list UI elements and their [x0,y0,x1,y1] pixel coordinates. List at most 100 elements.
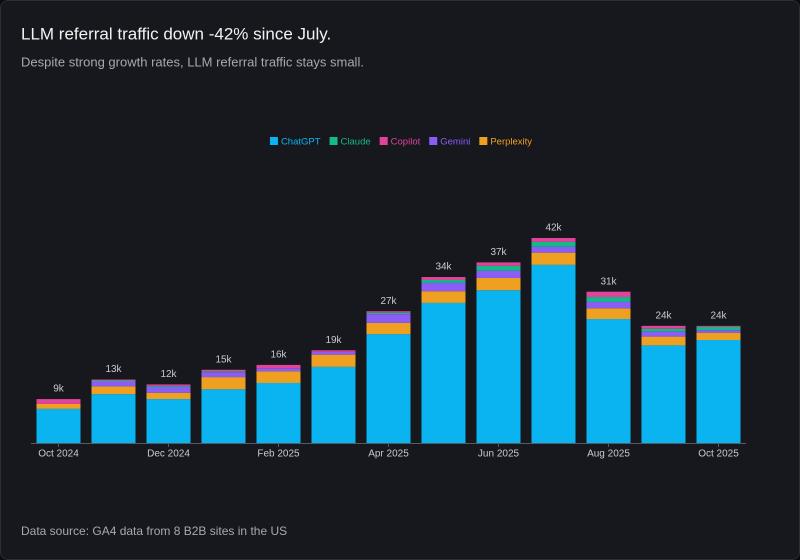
bar-segment [696,332,741,341]
total-label: 24k [655,310,672,321]
x-tick-label: Dec 2024 [147,449,190,460]
bar-segment [421,291,466,303]
bar-segment [641,336,686,346]
bar-segment [201,372,246,378]
bar-segment [421,277,466,280]
bar-segment [201,389,246,443]
total-label: 9k [53,384,65,395]
legend: ChatGPT Claude Copilot Gemini Perplexity [269,137,532,148]
bar-segment [311,350,356,352]
bar-segment [256,364,301,369]
bar-segment [586,308,631,320]
bar-segment [421,302,466,443]
bar-segment [146,399,191,443]
legend-item: Gemini [429,137,470,148]
total-label: 27k [380,296,397,307]
x-tick-label: Oct 2025 [698,449,739,460]
legend-swatch [329,137,338,145]
bar-segment [531,241,576,247]
bar-segment [366,312,411,315]
legend-swatch [379,137,388,145]
bar-segment [586,319,631,443]
x-tick-label: Aug 2025 [587,449,630,460]
chart-subtitle: Despite strong growth rates, LLM referra… [21,54,364,69]
bar-segment [91,394,136,443]
bar-segment [91,386,136,395]
legend-item: Copilot [379,137,421,148]
bar-segment [531,264,576,443]
source-note: Data source: GA4 data from 8 B2B sites i… [21,524,287,538]
bar-segment [146,385,191,387]
x-tick-label: Apr 2025 [368,449,409,460]
legend-label: ChatGPT [281,137,321,148]
legend-label: Claude [341,137,371,148]
bar-segment [366,334,411,443]
bar-segment [256,371,301,383]
bar-segment [256,368,301,372]
x-tick-label: Feb 2025 [257,449,300,460]
bar-segment [366,322,411,335]
total-label: 31k [600,276,617,287]
bar-segment [641,345,686,443]
total-label: 37k [490,247,507,258]
chart-title: LLM referral traffic down -42% since Jul… [21,24,331,43]
bar-segment [586,301,631,309]
bar-segment [201,369,246,372]
total-label: 19k [325,335,342,346]
bar-segment [641,328,686,332]
bar-segment [91,381,136,387]
bar-segment [476,265,521,271]
total-label: 12k [160,369,177,380]
bar-segment [146,392,191,400]
bar-segment [421,282,466,292]
total-label: 13k [105,364,122,375]
bar-segment [531,246,576,253]
total-label: 42k [545,223,562,234]
bar-segment [586,291,631,298]
legend-item: Claude [329,137,371,148]
bar-segment [36,408,81,443]
bar-segment [641,325,686,329]
total-label: 24k [710,310,727,321]
bar-segment [91,379,136,381]
bar-segment [421,279,466,283]
legend-label: Copilot [391,137,421,148]
legend-swatch [429,137,438,145]
x-tick-label: Oct 2024 [38,449,79,460]
bar-segment [36,403,81,409]
legend-swatch [269,137,278,145]
bar-segment [696,330,741,333]
bar-segment [201,371,246,373]
x-tick-label: Jun 2025 [478,449,520,460]
bar-segment [641,331,686,337]
bar-segment [366,311,411,313]
bar-segment [531,238,576,242]
bar-segment [476,290,521,443]
bar-segment [91,380,136,382]
legend-label: Perplexity [490,137,532,148]
bar-segment [36,399,81,404]
bar-segment [366,314,411,323]
bar-segment [696,325,741,327]
bar-segment [256,382,301,443]
bar-segment [586,297,631,302]
legend-item: ChatGPT [269,137,321,148]
bar-segment [201,377,246,390]
bar-segment [146,384,191,386]
legend-swatch [479,137,488,145]
bar-segment [696,340,741,443]
bar-segment [311,354,356,367]
legend-item: Perplexity [479,137,532,148]
total-label: 34k [435,262,452,273]
bar-segment [476,278,521,291]
bar-segment [531,252,576,265]
total-label: 15k [215,354,232,365]
bar-segment [146,386,191,393]
total-label: 16k [270,350,287,361]
bar-segment [311,351,356,355]
bar-segment [311,366,356,443]
bar-segment [696,326,741,331]
legend-label: Gemini [440,137,470,148]
